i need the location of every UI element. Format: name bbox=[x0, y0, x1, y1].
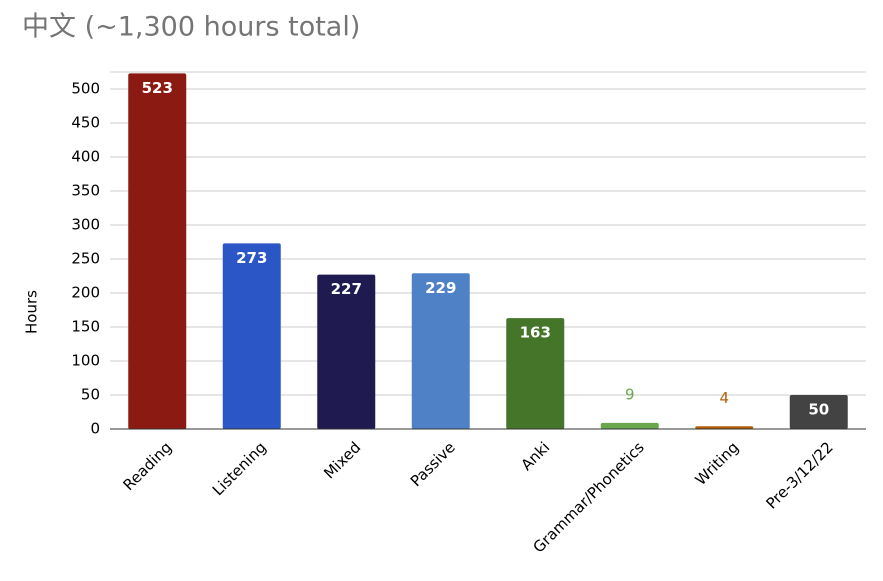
bar bbox=[128, 73, 187, 430]
x-tick-label: Pre-3/12/22 bbox=[762, 438, 836, 512]
value-label: 229 bbox=[425, 279, 456, 297]
bar bbox=[600, 422, 659, 429]
bar bbox=[789, 395, 848, 429]
y-tick-label: 100 bbox=[71, 352, 100, 370]
x-tick-label: Passive bbox=[407, 438, 459, 490]
value-label: 50 bbox=[808, 401, 829, 419]
value-label: 273 bbox=[236, 249, 267, 267]
bar bbox=[317, 274, 376, 429]
value-label: 227 bbox=[331, 280, 362, 298]
y-tick-label: 150 bbox=[71, 318, 100, 336]
bar bbox=[411, 273, 470, 429]
x-tick-label: Writing bbox=[692, 438, 743, 489]
y-tick-label: 300 bbox=[71, 216, 100, 234]
y-tick-label: 350 bbox=[71, 182, 100, 200]
value-label: 163 bbox=[520, 324, 551, 342]
chart-title: 中文 (~1,300 hours total) bbox=[22, 12, 360, 43]
x-tick-label: Reading bbox=[119, 438, 175, 494]
y-tick-label: 450 bbox=[71, 114, 100, 132]
y-tick-label: 400 bbox=[71, 148, 100, 166]
bar bbox=[695, 426, 754, 429]
value-label: 4 bbox=[719, 389, 729, 407]
y-tick-label: 200 bbox=[71, 284, 100, 302]
x-tick-label: Listening bbox=[209, 438, 270, 499]
bar bbox=[222, 243, 281, 429]
y-tick-label: 250 bbox=[71, 250, 100, 268]
value-label: 9 bbox=[625, 385, 635, 403]
bar bbox=[506, 318, 565, 429]
x-tick-label: Anki bbox=[517, 438, 553, 474]
x-tick-label: Mixed bbox=[320, 438, 364, 482]
y-axis-label: Hours bbox=[23, 290, 41, 334]
y-tick-label: 50 bbox=[81, 386, 100, 404]
y-tick-label: 500 bbox=[71, 80, 100, 98]
value-label: 523 bbox=[142, 79, 173, 97]
y-tick-label: 0 bbox=[90, 420, 100, 438]
